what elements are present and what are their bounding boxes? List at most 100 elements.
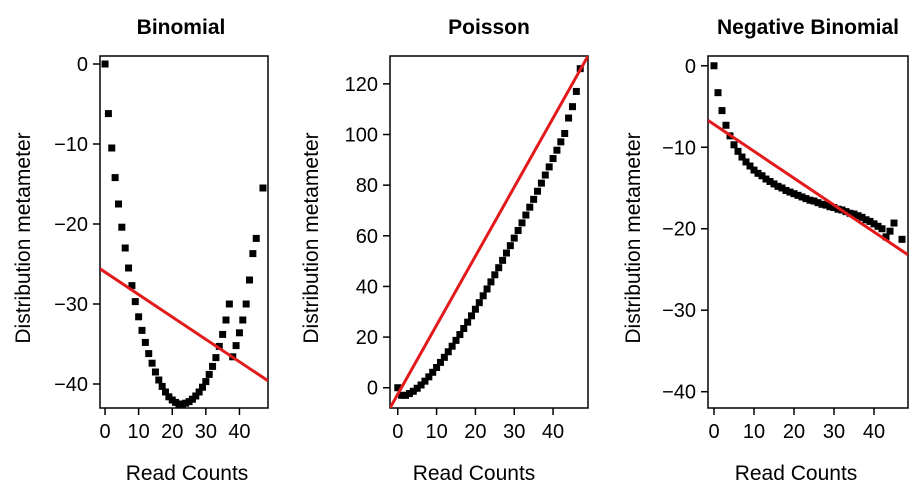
data-point [259,184,267,192]
panel-title: Negative Binomial [717,16,899,39]
data-point [730,141,738,149]
data-point [770,180,778,188]
data-point [754,169,762,177]
data-point [125,264,133,272]
data-point [514,226,522,234]
data-point [818,200,826,208]
data-point [436,358,444,366]
data-point [235,329,243,337]
x-tick-label: 0 [708,421,719,443]
x-axis-label: Read Counts [126,462,249,485]
x-tick-label: 0 [99,421,110,443]
y-tick-label: −10 [662,137,696,159]
data-point [822,201,830,209]
data-point [398,391,406,399]
data-point [448,342,456,350]
data-point [491,271,499,279]
data-point [417,381,425,389]
y-axis-label: Distribution metameter [300,132,323,343]
data-point [471,305,479,313]
data-point [762,175,770,183]
data-point [866,217,874,225]
panel-poisson: Poisson Distribution metameter Read Coun… [300,16,589,485]
data-point [131,298,139,306]
data-point [874,222,882,230]
data-point [854,212,862,220]
x-tick-label: 30 [503,421,525,443]
data-point [798,193,806,201]
data-point [118,223,126,231]
data-point [742,158,750,166]
data-point [802,195,810,203]
data-point [452,336,460,344]
y-tick-label: 80 [356,175,378,197]
data-point [479,292,487,300]
data-point [209,362,217,370]
x-tick-label: 10 [128,421,150,443]
plot-frame [707,55,909,409]
x-axis-label: Read Counts [735,462,858,485]
data-point [212,354,220,362]
y-tick-label: 20 [356,327,378,349]
data-point [104,110,112,118]
data-point [778,184,786,192]
data-point [518,219,526,227]
data-point [534,187,542,195]
x-tick-label: 30 [195,421,217,443]
data-point [121,244,129,252]
y-tick-label: −30 [662,300,696,322]
data-point [734,147,742,155]
data-point [806,196,814,204]
data-point [561,129,569,137]
data-point [541,171,549,179]
data-point [111,174,119,182]
data-point [506,242,514,250]
data-point [766,177,774,185]
x-tick-label: 0 [392,421,403,443]
data-point [530,195,538,203]
y-tick-label: 40 [356,276,378,298]
data-point [545,163,553,171]
data-point [495,264,503,272]
data-point [141,338,149,346]
data-point [138,326,146,334]
data-point [487,278,495,286]
data-point [483,285,491,293]
data-point [830,204,838,212]
data-point [786,188,794,196]
data-point [714,89,722,97]
fit-line [390,56,588,408]
plot-frame [99,55,269,409]
x-tick-label: 20 [783,421,805,443]
data-point [850,210,858,218]
y-tick-label: 120 [345,74,378,96]
data-point [572,87,580,95]
data-point [537,179,545,187]
y-axis-label: Distribution metameter [622,132,645,343]
x-tick-label: 40 [228,421,250,443]
y-tick-label: 100 [345,125,378,147]
data-point [878,225,886,233]
data-point [205,370,213,378]
data-point [553,146,561,154]
y-axis-label: Distribution metameter [12,132,35,343]
data-point [155,376,163,384]
y-tick-label: −20 [54,214,88,236]
data-point [421,377,429,385]
data-point [246,276,254,284]
data-point [549,155,557,163]
data-point [886,227,894,235]
data-point [846,209,854,217]
y-tick-label: 60 [356,226,378,248]
panel-negative-binomial: Negative Binomial Distribution metameter… [622,16,909,485]
data-point [222,316,230,324]
data-point [468,312,476,320]
data-point [405,390,413,398]
x-tick-label: 20 [161,421,183,443]
data-point [565,114,573,122]
data-point [790,190,798,198]
x-tick-label: 20 [464,421,486,443]
y-tick-label: −20 [662,219,696,241]
data-point [232,342,240,350]
panel-title: Poisson [448,16,530,39]
